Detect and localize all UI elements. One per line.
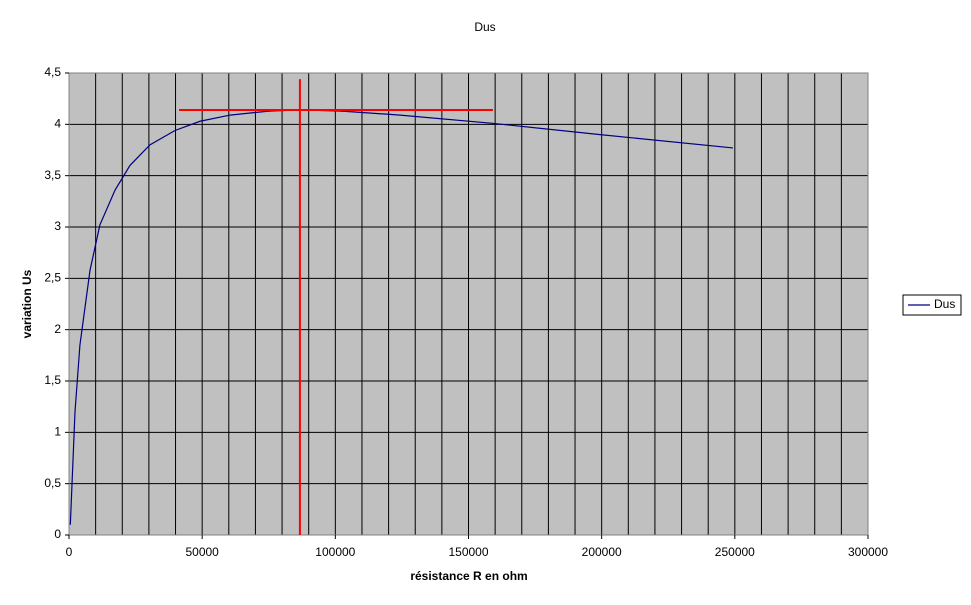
x-axis-title: résistance R en ohm xyxy=(410,569,527,583)
data-line xyxy=(69,109,734,525)
y-tick-label: 3,5 xyxy=(44,168,61,182)
y-tick-label: 2,5 xyxy=(44,271,61,285)
y-tick-label: 0,5 xyxy=(44,476,61,490)
y-tick-label: 0 xyxy=(54,527,61,541)
y-tick-label: 1 xyxy=(54,425,61,439)
x-tick-label: 150000 xyxy=(448,545,488,559)
y-axis-title: variation Us xyxy=(20,269,34,338)
y-tick-label: 1,5 xyxy=(44,373,61,387)
y-tick-label: 3 xyxy=(54,219,61,233)
x-tick-label: 50000 xyxy=(185,545,219,559)
legend-box xyxy=(902,294,962,316)
x-tick-label: 200000 xyxy=(582,545,622,559)
y-tick-label: 4,5 xyxy=(44,65,61,79)
x-tick-label: 300000 xyxy=(848,545,888,559)
x-tick-label: 250000 xyxy=(715,545,755,559)
chart-title: Dus xyxy=(474,20,495,34)
x-tick-label: 0 xyxy=(66,545,73,559)
x-tick-label: 100000 xyxy=(315,545,355,559)
y-tick-label: 4 xyxy=(54,117,61,131)
legend-label: Dus xyxy=(934,297,955,311)
y-tick-label: 2 xyxy=(54,322,61,336)
